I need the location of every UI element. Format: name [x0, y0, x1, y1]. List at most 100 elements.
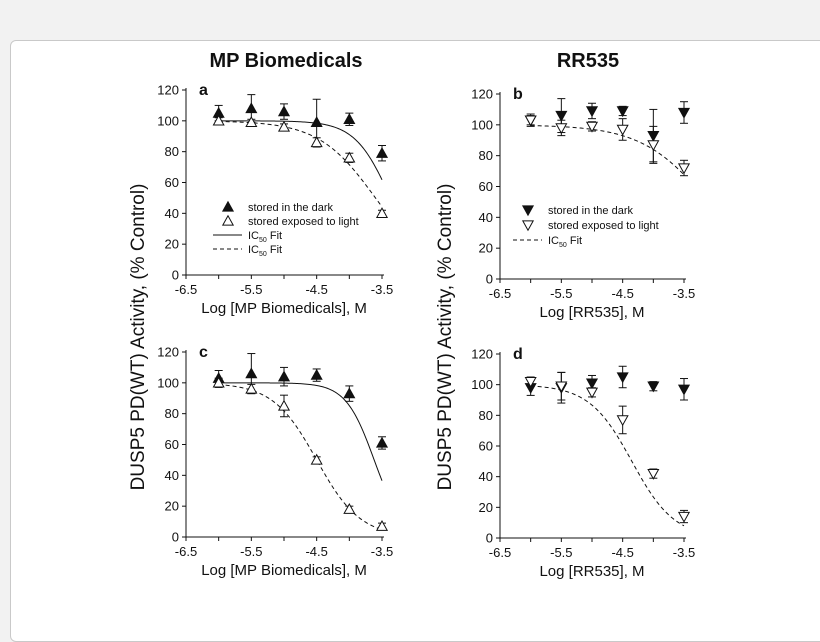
x-tick-label: -5.5 — [550, 286, 572, 301]
y-tick-label: 60 — [479, 179, 493, 194]
data-point — [616, 106, 629, 118]
fit-curve-solid — [218, 120, 383, 181]
fit-curve-dashed — [218, 384, 383, 531]
data-point — [375, 207, 389, 218]
x-axis-label: Log [RR535], M — [539, 563, 644, 580]
x-tick-label: -4.5 — [611, 545, 633, 560]
legend-label: stored in the dark — [248, 202, 333, 214]
x-tick-label: -5.5 — [550, 545, 572, 560]
fit-curve-solid — [218, 382, 383, 481]
fit-curve-dashed — [530, 385, 685, 527]
data-point — [677, 163, 691, 175]
legend-label: IC50 Fit — [548, 235, 582, 249]
y-axis-label-right: DUSP5 PD(WT) Activity, (% Control) — [435, 184, 456, 491]
data-point — [310, 368, 323, 380]
data-point — [343, 113, 356, 124]
legend-marker — [221, 200, 235, 212]
x-tick-label: -3.5 — [371, 544, 393, 559]
y-tick-label: 80 — [479, 148, 493, 163]
y-tick-label: 0 — [172, 530, 179, 545]
data-point — [616, 372, 629, 384]
x-tick-label: -3.5 — [673, 286, 695, 301]
data-point — [647, 140, 660, 152]
data-point — [310, 116, 323, 128]
panel-a: 0 20 40 60 80 100 120 -6.5 -5.5 -4.5 -3.5 Log [MP B… — [157, 82, 393, 317]
x-tick-label: -6.5 — [175, 282, 197, 297]
column-title-mp-biomedicals: MP Biomedicals — [209, 50, 362, 72]
y-tick-label: 100 — [157, 113, 179, 128]
fit-curve-dashed — [530, 125, 685, 176]
data-point — [277, 105, 291, 117]
y-tick-label: 20 — [479, 241, 493, 256]
y-tick-label: 0 — [486, 531, 493, 546]
y-tick-label: 100 — [471, 377, 493, 392]
x-tick-label: -3.5 — [371, 282, 393, 297]
x-tick-label: -4.5 — [305, 282, 327, 297]
x-axis-label: Log [MP Biomedicals], M — [201, 562, 367, 579]
legend: stored in the dark stored exposed to ligh… — [513, 205, 659, 249]
fit-curve-dashed — [218, 120, 383, 208]
data-point — [585, 121, 599, 133]
y-tick-label: 100 — [157, 375, 179, 390]
figure-panel: MP Biomedicals RR535 DUSP5 PD(WT) Activi… — [126, 42, 700, 587]
panel-letter: c — [199, 344, 208, 361]
data-point — [524, 115, 537, 127]
data-point — [677, 511, 691, 523]
y-tick-label: 100 — [471, 117, 493, 132]
y-tick-label: 40 — [479, 469, 493, 484]
x-tick-label: -6.5 — [175, 544, 197, 559]
legend-marker — [521, 205, 535, 217]
data-point — [310, 453, 323, 465]
data-point — [616, 415, 629, 427]
data-point — [245, 367, 258, 379]
y-tick-label: 40 — [165, 468, 179, 483]
legend-label: stored in the dark — [548, 205, 633, 217]
data-point — [677, 107, 691, 119]
y-tick-label: 20 — [479, 500, 493, 515]
data-point — [555, 110, 568, 122]
data-point — [212, 376, 225, 388]
panel-letter: b — [513, 86, 523, 103]
legend-label: stored exposed to light — [248, 216, 359, 228]
data-point — [375, 519, 389, 531]
data-point — [555, 123, 568, 135]
legend: stored in the dark stored exposed to ligh… — [213, 200, 359, 258]
legend-label: IC50 Fit — [248, 230, 282, 244]
panel-d: 0 20 40 60 80 100 120 -6.5 -5.5 -4.5 -3.5 Log [RR53… — [471, 346, 695, 580]
data-point — [277, 120, 291, 132]
data-point — [343, 503, 356, 514]
data-point — [277, 370, 291, 382]
y-tick-label: 60 — [165, 175, 179, 190]
column-title-rr535: RR535 — [557, 50, 619, 72]
x-tick-label: -6.5 — [489, 545, 511, 560]
y-tick-label: 0 — [486, 272, 493, 287]
data-point — [277, 399, 291, 411]
legend-label: stored exposed to light — [548, 220, 659, 232]
y-tick-label: 60 — [479, 439, 493, 454]
data-point — [343, 151, 356, 163]
data-point — [677, 384, 691, 396]
panel-b: 0 20 40 60 80 100 120 -6.5 -5.5 -4.5 -3.5 Log [RR53… — [471, 86, 695, 321]
y-tick-label: 80 — [479, 408, 493, 423]
x-tick-label: -3.5 — [673, 545, 695, 560]
y-tick-label: 120 — [157, 345, 179, 360]
data-point — [375, 436, 389, 448]
y-tick-label: 120 — [157, 83, 179, 98]
x-tick-label: -5.5 — [240, 544, 262, 559]
y-axis-label-left: DUSP5 PD(WT) Activity, (% Control) — [128, 184, 149, 491]
data-point — [343, 387, 356, 399]
legend-marker — [221, 214, 235, 226]
legend-marker — [521, 220, 535, 232]
x-axis-label: Log [MP Biomedicals], M — [201, 300, 367, 317]
x-tick-label: -4.5 — [611, 286, 633, 301]
legend-label: IC50 Fit — [248, 244, 282, 258]
y-tick-label: 40 — [165, 206, 179, 221]
data-point — [212, 114, 225, 126]
y-tick-label: 40 — [479, 210, 493, 225]
x-tick-label: -5.5 — [240, 282, 262, 297]
dose-response-figure: MP Biomedicals RR535 DUSP5 PD(WT) Activi… — [128, 50, 695, 580]
data-point — [647, 381, 660, 393]
data-point — [585, 378, 599, 390]
panel-c: 0 20 40 60 80 100 120 -6.5 -5.5 -4.5 -3.5 Log [MP B… — [157, 344, 393, 579]
panel-letter: d — [513, 346, 523, 363]
